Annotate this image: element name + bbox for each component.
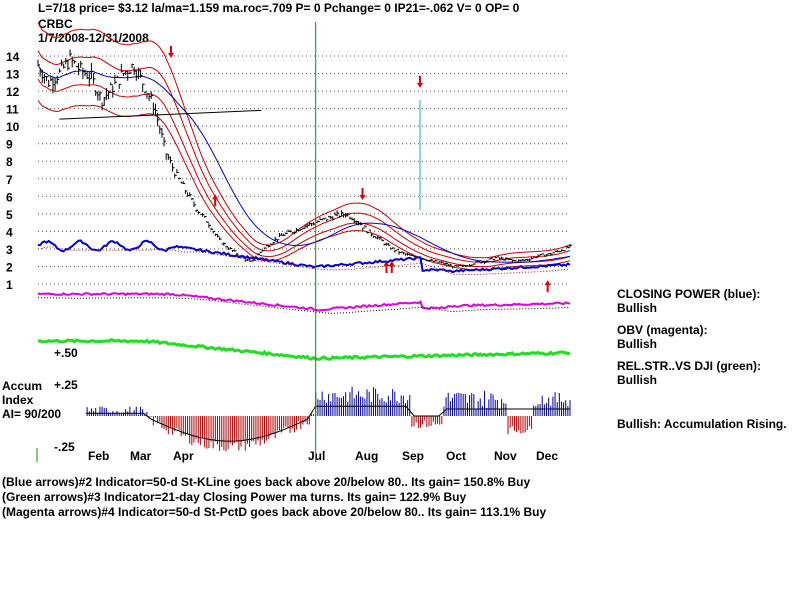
y-tick-label: 5 [6, 208, 13, 222]
accum-title-2: Index [2, 393, 34, 407]
obv-line [37, 291, 571, 312]
accum-title-1: Accum [2, 379, 42, 393]
sell-arrow-head [359, 195, 366, 201]
y-tick-label: 9 [6, 138, 13, 152]
buy-arrow-head [544, 280, 551, 286]
accum-plus25-label: +.25 [54, 378, 78, 392]
y-tick-label: 8 [6, 155, 13, 169]
y-tick-label: 14 [6, 50, 20, 64]
y-tick-label: 1 [6, 278, 13, 292]
y-tick-label: 13 [6, 68, 20, 82]
rs-label: REL.STR..VS DJI (green): [617, 359, 761, 373]
inner-upper-band [37, 50, 571, 263]
month-label: Apr [173, 449, 194, 463]
obv-panel [37, 291, 571, 314]
accumulation-panel [36, 386, 571, 462]
accum-ma-line [85, 405, 570, 442]
sell-arrow-head [416, 82, 423, 88]
price-annotations [59, 46, 551, 293]
y-tick-label: 7 [6, 173, 13, 187]
footer-line-1: (Blue arrows)#2 Indicator=50-d St-KLine … [2, 475, 531, 489]
header-date-range: 1/7/2008-12/31/2008 [38, 31, 149, 45]
obv-label: OBV (magenta): [617, 323, 708, 337]
resistance-line [59, 109, 262, 120]
month-label: Feb [88, 449, 109, 463]
buy-arrow-head [212, 194, 219, 200]
y-tick-label: 3 [6, 243, 13, 257]
inner-lower-band [37, 78, 571, 268]
month-label: Oct [446, 449, 466, 463]
y-tick-label: 4 [6, 225, 13, 239]
accum-ai-value: AI= 90/200 [2, 407, 61, 421]
month-label: Dec [536, 449, 558, 463]
y-tick-label: 11 [6, 103, 19, 117]
price-grid [38, 55, 570, 285]
price-y-axis: 14 13 12 11 10 9 8 7 6 5 4 3 2 1 [6, 50, 20, 292]
month-axis: Feb Mar Apr Jul Aug Sep Oct Nov Dec [88, 449, 558, 463]
month-label: Nov [494, 449, 517, 463]
footer-line-3: (Magenta arrows)#4 Indicator=50-d St-Pct… [2, 505, 547, 519]
price-bars [37, 49, 572, 269]
rs-value: Bullish [617, 373, 657, 387]
header-symbol: CRBC [38, 17, 73, 31]
closing-power-line [37, 239, 571, 274]
sell-arrow-head [168, 53, 174, 58]
month-label: Aug [355, 449, 378, 463]
header-stats: L=7/18 price= $3.12 la/ma=1.159 ma.roc=.… [38, 1, 520, 15]
moving-average-50 [37, 64, 571, 263]
accum-minus25-label: -.25 [54, 440, 75, 454]
y-tick-label: 2 [6, 260, 13, 274]
cp-value: Bullish [617, 301, 657, 315]
y-tick-label: 12 [6, 85, 20, 99]
buy-arrow-head [383, 260, 390, 266]
accum-plus50-label: +.50 [54, 346, 78, 360]
bollinger-bands [37, 22, 571, 271]
accum-summary: Bullish: Accumulation Rising. [617, 417, 787, 431]
cp-label: CLOSING POWER (blue): [617, 287, 760, 301]
month-label: Mar [130, 449, 152, 463]
upper-band [37, 22, 571, 259]
buy-arrow-head [388, 260, 395, 266]
month-label: Sep [402, 449, 424, 463]
obv-value: Bullish [617, 337, 657, 351]
footer-line-2: (Green arrows)#3 Indicator=21-day Closin… [2, 490, 466, 504]
month-label: Jul [308, 449, 325, 463]
relstr-line [37, 338, 571, 361]
closing-power-panel [37, 239, 571, 276]
y-tick-label: 10 [6, 120, 20, 134]
relstr-panel [37, 338, 571, 361]
y-tick-label: 6 [6, 190, 13, 204]
